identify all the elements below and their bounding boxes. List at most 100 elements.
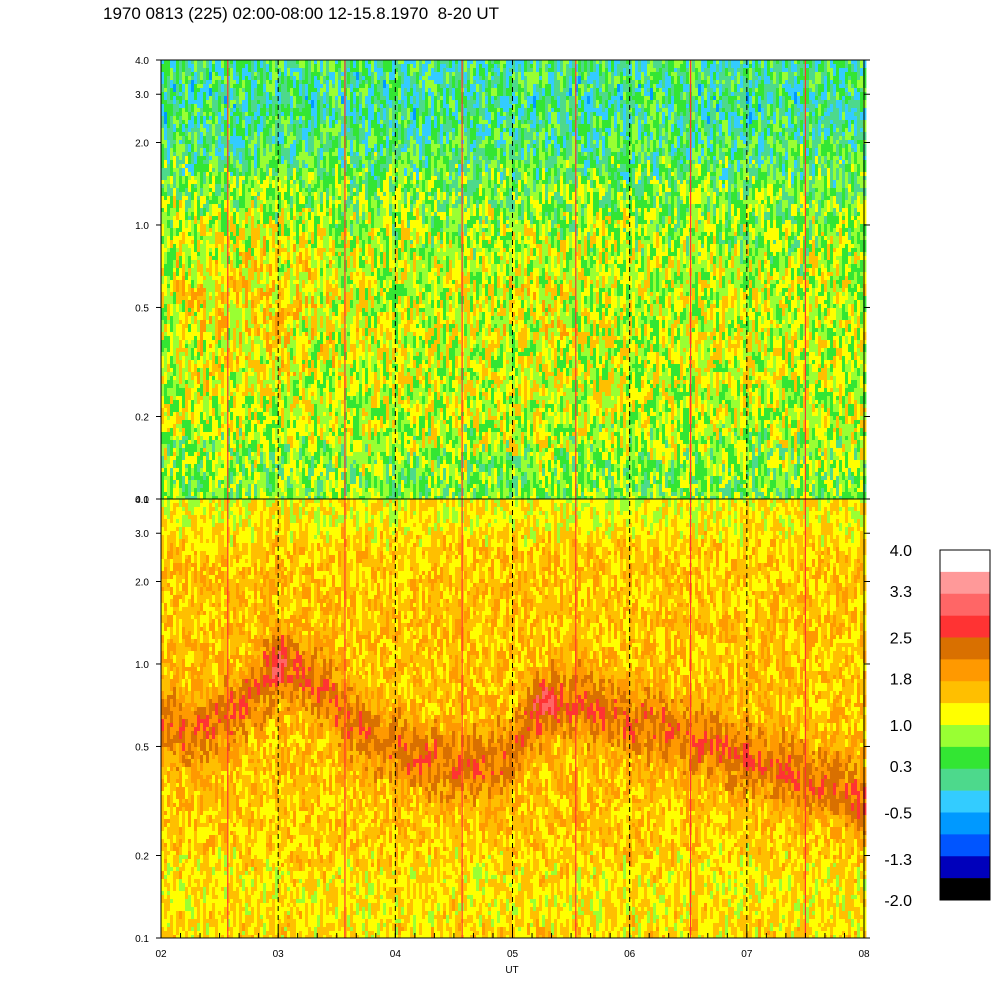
heatmap-cell	[254, 288, 258, 297]
heatmap-cell	[284, 60, 288, 65]
heatmap-cell	[257, 140, 261, 149]
heatmap-cell	[353, 124, 357, 137]
heatmap-cell	[275, 288, 279, 301]
heatmap-cell	[416, 352, 420, 357]
heatmap-cell	[209, 160, 213, 165]
heatmap-cell	[263, 416, 267, 421]
heatmap-cell	[248, 228, 252, 237]
heatmap-cell	[350, 284, 354, 289]
heatmap-cell	[317, 388, 321, 393]
heatmap-cell	[239, 400, 243, 405]
heatmap-cell	[401, 388, 405, 397]
heatmap-cell	[197, 372, 201, 377]
heatmap-cell	[269, 204, 273, 217]
heatmap-cell	[245, 480, 249, 493]
heatmap-cell	[314, 244, 318, 249]
heatmap-cell	[272, 240, 276, 249]
heatmap-cell	[320, 260, 324, 269]
heatmap-cell	[245, 492, 249, 497]
heatmap-cell	[176, 144, 180, 157]
heatmap-cell	[383, 344, 387, 353]
heatmap-cell	[362, 100, 366, 109]
heatmap-cell	[185, 80, 189, 85]
heatmap-cell	[251, 492, 255, 500]
heatmap-cell	[410, 236, 414, 241]
heatmap-cell	[182, 348, 186, 353]
heatmap-cell	[290, 152, 294, 165]
heatmap-cell	[227, 424, 231, 429]
heatmap-cell	[161, 376, 165, 385]
heatmap-cell	[227, 308, 231, 313]
heatmap-cell	[299, 472, 303, 481]
heatmap-cell	[380, 440, 384, 453]
heatmap-cell	[200, 88, 204, 97]
heatmap-cell	[203, 464, 207, 473]
heatmap-cell	[221, 104, 225, 117]
heatmap-cell	[329, 208, 333, 217]
heatmap-cell	[299, 360, 303, 373]
heatmap-cell	[170, 448, 174, 457]
heatmap-cell	[341, 168, 345, 173]
heatmap-cell	[395, 128, 399, 133]
heatmap-cell	[320, 384, 324, 397]
heatmap-cell	[392, 428, 396, 433]
heatmap-cell	[209, 384, 213, 397]
heatmap-cell	[188, 236, 192, 249]
heatmap-cell	[227, 188, 231, 201]
heatmap-cell	[326, 340, 330, 349]
heatmap-cell	[257, 396, 261, 405]
heatmap-cell	[320, 372, 324, 385]
heatmap-cell	[380, 172, 384, 177]
heatmap-cell	[281, 276, 285, 289]
heatmap-cell	[212, 328, 216, 337]
heatmap-cell	[296, 364, 300, 373]
heatmap-cell	[413, 416, 417, 425]
heatmap-cell	[185, 356, 189, 365]
heatmap-cell	[311, 172, 315, 181]
heatmap-cell	[380, 60, 384, 69]
heatmap-cell	[221, 156, 225, 161]
heatmap-cell	[269, 92, 273, 101]
heatmap-cell	[188, 84, 192, 93]
heatmap-cell	[347, 492, 351, 500]
heatmap-cell	[302, 332, 306, 345]
heatmap-cell	[200, 356, 204, 361]
heatmap-cell	[284, 148, 288, 161]
heatmap-cell	[314, 468, 318, 481]
heatmap-cell	[311, 284, 315, 297]
heatmap-cell	[404, 280, 408, 289]
heatmap-cell	[350, 112, 354, 117]
heatmap-cell	[188, 172, 192, 181]
heatmap-cell	[245, 88, 249, 93]
heatmap-cell	[338, 244, 342, 249]
heatmap-cell	[233, 476, 237, 485]
heatmap-cell	[269, 144, 273, 153]
heatmap-cell	[374, 328, 378, 333]
heatmap-cell	[197, 332, 201, 337]
heatmap-cell	[380, 492, 384, 497]
heatmap-cell	[341, 344, 345, 357]
heatmap-cell	[293, 244, 297, 253]
heatmap-cell	[254, 260, 258, 273]
heatmap-cell	[221, 476, 225, 481]
heatmap-cell	[182, 224, 186, 233]
heatmap-cell	[317, 340, 321, 353]
heatmap-cell	[239, 480, 243, 485]
heatmap-cell	[326, 348, 330, 361]
heatmap-cell	[272, 464, 276, 469]
heatmap-cell	[290, 124, 294, 133]
heatmap-cell	[164, 328, 168, 333]
heatmap-cell	[386, 104, 390, 109]
heatmap-cell	[368, 328, 372, 337]
heatmap-cell	[329, 448, 333, 457]
heatmap-cell	[311, 216, 315, 229]
heatmap-cell	[239, 472, 243, 481]
heatmap-cell	[260, 480, 264, 489]
heatmap-cell	[362, 240, 366, 249]
heatmap-cell	[353, 304, 357, 317]
heatmap-cell	[347, 240, 351, 249]
heatmap-cell	[242, 456, 246, 465]
heatmap-cell	[242, 464, 246, 477]
heatmap-cell	[173, 92, 177, 97]
heatmap-cell	[215, 444, 219, 453]
